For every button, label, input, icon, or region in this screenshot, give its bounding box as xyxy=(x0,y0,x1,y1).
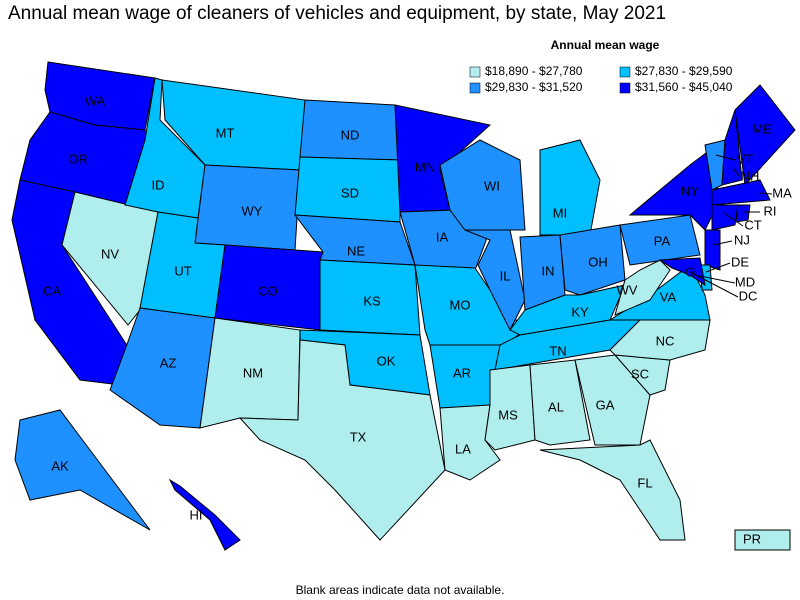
state xyxy=(735,204,751,223)
state xyxy=(614,259,671,316)
state-label: TX xyxy=(350,429,367,444)
state-label: AK xyxy=(51,458,69,473)
state-label: CT xyxy=(744,217,761,232)
state-label: KY xyxy=(571,304,589,319)
state-labels: WA OR CA NV ID MT WY UT CO AZ NM ND SD NE KS OK TX MN IA MO… xyxy=(43,93,792,546)
state xyxy=(711,204,739,231)
legend: $18,890 - $27,780 $27,830 - $29,590 $29,83… xyxy=(469,64,733,94)
state-label: FL xyxy=(637,475,652,490)
state xyxy=(539,439,686,541)
leader-line xyxy=(689,271,739,298)
state-label: OH xyxy=(588,254,608,269)
state-label: MT xyxy=(216,125,235,140)
state-label: AZ xyxy=(160,355,177,370)
state-label: LA xyxy=(455,441,471,456)
state-label: NV xyxy=(101,246,119,261)
leader-line xyxy=(715,154,736,161)
state-label: RI xyxy=(764,203,777,218)
legend-title: Annual mean wage xyxy=(551,38,660,52)
state xyxy=(238,339,446,541)
state xyxy=(168,478,241,551)
footnote: Blank areas indicate data not available. xyxy=(296,583,505,597)
state-label: AL xyxy=(548,399,564,414)
leader-line xyxy=(759,192,773,195)
state-label: NC xyxy=(656,333,675,348)
legend-swatch xyxy=(619,66,631,78)
state-label: DC xyxy=(739,288,758,303)
state-label: SD xyxy=(341,185,359,200)
state xyxy=(734,529,791,551)
state xyxy=(704,229,721,271)
state xyxy=(539,139,601,236)
state xyxy=(658,257,706,287)
state xyxy=(734,84,796,187)
state-label: DE xyxy=(731,254,749,269)
state-label: KS xyxy=(363,293,381,308)
state-label: WV xyxy=(617,282,638,297)
state xyxy=(619,214,701,266)
state-label: SC xyxy=(631,366,649,381)
leader-line xyxy=(712,240,733,246)
state xyxy=(529,359,591,446)
state-label: MA xyxy=(772,185,792,200)
state-label: IN xyxy=(542,263,555,278)
state-label: ND xyxy=(341,127,360,142)
legend-swatch xyxy=(469,82,481,94)
state-label: NY xyxy=(681,183,699,198)
state-label: MS xyxy=(498,407,518,422)
state-label: NH xyxy=(741,168,760,183)
state-label: NJ xyxy=(734,232,750,247)
state-label: MO xyxy=(450,297,471,312)
state-label: PA xyxy=(654,233,671,248)
state-label: UT xyxy=(174,263,191,278)
state-label: MN xyxy=(415,159,435,174)
state-label: HI xyxy=(190,507,203,522)
state-label: VA xyxy=(660,289,677,304)
state-label: GA xyxy=(596,397,615,412)
state-label: NE xyxy=(347,243,365,258)
state-label: CO xyxy=(258,283,278,298)
state-label: TN xyxy=(549,343,566,358)
leader-line xyxy=(723,212,744,227)
state xyxy=(711,179,771,206)
state-label: OR xyxy=(68,151,88,166)
legend-label: $18,890 - $27,780 xyxy=(485,64,583,78)
state-label: MD xyxy=(735,274,755,289)
legend-label: $29,830 - $31,520 xyxy=(485,80,583,94)
state-label: MI xyxy=(553,205,567,220)
state-label: PR xyxy=(743,531,761,546)
state-label: WY xyxy=(242,203,263,218)
states xyxy=(11,61,796,551)
state xyxy=(559,224,626,296)
leader-line xyxy=(705,262,731,273)
state xyxy=(721,109,743,186)
state xyxy=(394,104,492,213)
legend-label: $27,830 - $29,590 xyxy=(635,64,733,78)
leader-line xyxy=(732,167,741,178)
legend-label: $31,560 - $45,040 xyxy=(635,80,733,94)
state-label: NM xyxy=(243,365,263,380)
state-label: WA xyxy=(85,93,106,108)
state xyxy=(14,409,151,531)
state-label: VT xyxy=(737,151,754,166)
state xyxy=(464,229,526,332)
state-label: CA xyxy=(43,283,61,298)
state-label: IA xyxy=(436,229,449,244)
state xyxy=(574,354,651,446)
state-label: OK xyxy=(377,353,396,368)
state-label: ME xyxy=(752,121,772,136)
state-label: IL xyxy=(500,268,511,283)
leader-line xyxy=(699,275,736,284)
state-label: ID xyxy=(152,177,165,192)
state-label: AR xyxy=(453,365,471,380)
legend-swatch xyxy=(619,82,631,94)
state xyxy=(439,139,526,231)
legend-swatch xyxy=(469,66,481,78)
map-title: Annual mean wage of cleaners of vehicles… xyxy=(8,3,666,24)
state-label: WI xyxy=(484,178,500,193)
